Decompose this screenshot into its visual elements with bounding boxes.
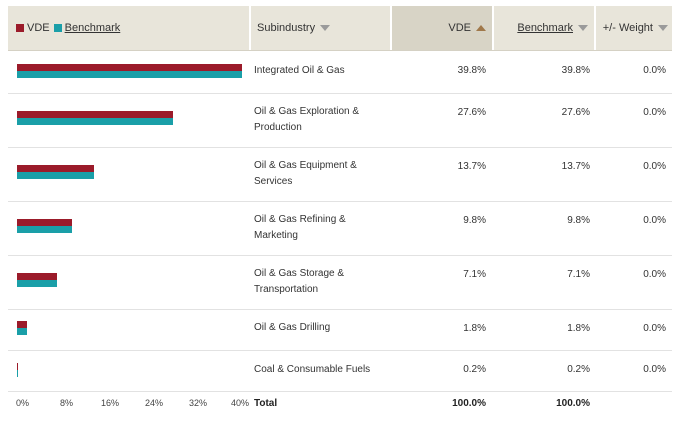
subindustry-name: Oil & Gas Exploration & Production	[254, 106, 360, 133]
benchmark-bar	[17, 226, 73, 233]
benchmark-bar	[17, 280, 58, 287]
benchmark-value: 0.2%	[567, 364, 590, 375]
subindustry-name: Coal & Consumable Fuels	[254, 364, 371, 375]
benchmark-value: 27.6%	[561, 107, 590, 118]
vde-value: 0.2%	[463, 364, 486, 375]
vde-header[interactable]: VDE	[392, 6, 492, 50]
vde-header-label[interactable]: VDE	[448, 22, 471, 34]
vde-value: 7.1%	[463, 269, 486, 280]
vde-swatch-icon	[16, 24, 24, 32]
axis-tick-label: 8%	[60, 398, 74, 408]
header-divider	[390, 6, 392, 50]
vde-bar	[17, 219, 73, 226]
subindustry-name: Integrated Oil & Gas	[254, 65, 345, 76]
benchmark-bar	[17, 118, 173, 125]
legend-benchmark[interactable]: Benchmark	[53, 22, 121, 34]
sort-up-icon[interactable]	[476, 25, 486, 31]
vde-bar	[17, 273, 58, 280]
vde-value: 1.8%	[463, 323, 486, 334]
axis-tick-label: 16%	[101, 398, 120, 408]
total-benchmark-value: 100.0%	[556, 398, 590, 409]
table-row: Oil & Gas Exploration & Production 27.6%…	[8, 94, 672, 148]
benchmark-swatch-icon	[53, 24, 62, 32]
chart-legend: VDE Benchmark	[16, 6, 124, 50]
benchmark-header-label[interactable]: Benchmark	[517, 22, 573, 34]
vde-value: 9.8%	[463, 215, 486, 226]
weight-value: 0.0%	[643, 364, 666, 375]
benchmark-value: 9.8%	[567, 215, 590, 226]
vde-value: 13.7%	[457, 161, 486, 172]
benchmark-value: 13.7%	[561, 161, 590, 172]
weight-value: 0.0%	[643, 161, 666, 172]
benchmark-value: 1.8%	[567, 323, 590, 334]
axis-tick-label: 32%	[189, 398, 208, 408]
benchmark-value: 39.8%	[561, 65, 590, 76]
header-divider	[249, 6, 251, 50]
subindustry-name: Oil & Gas Refining & Marketing	[254, 214, 346, 241]
sort-down-icon[interactable]	[320, 25, 331, 31]
vde-bar	[17, 321, 28, 328]
header-divider	[594, 6, 596, 50]
sort-down-icon[interactable]	[658, 25, 668, 31]
axis-tick-label: 24%	[145, 398, 164, 408]
table-row: Coal & Consumable Fuels 0.2% 0.2% 0.0%	[8, 351, 672, 392]
weight-header[interactable]: +/- Weight	[600, 6, 670, 50]
subindustry-header[interactable]: Subindustry	[257, 6, 331, 50]
axis-tick-label: 40%	[231, 398, 250, 408]
sort-down-icon[interactable]	[578, 25, 588, 31]
table-header: VDE Benchmark Subindustry VDE Benchmark …	[8, 6, 672, 51]
benchmark-bar	[17, 370, 19, 377]
vde-bar	[17, 64, 242, 71]
benchmark-bar	[17, 172, 95, 179]
benchmark-value: 7.1%	[567, 269, 590, 280]
subindustry-name: Oil & Gas Equipment & Services	[254, 160, 357, 187]
subindustry-header-label[interactable]: Subindustry	[257, 22, 316, 34]
benchmark-header[interactable]: Benchmark	[494, 6, 594, 50]
table-row: Integrated Oil & Gas 39.8% 39.8% 0.0%	[8, 51, 672, 94]
vde-bar	[17, 363, 19, 370]
vde-value: 39.8%	[457, 65, 486, 76]
table-row: Oil & Gas Refining & Marketing 9.8% 9.8%…	[8, 202, 672, 256]
axis-tick-label: 0%	[16, 398, 30, 408]
weight-value: 0.0%	[643, 323, 666, 334]
weight-value: 0.0%	[643, 215, 666, 226]
table-row: Oil & Gas Storage & Transportation 7.1% …	[8, 256, 672, 310]
legend-vde: VDE	[16, 22, 50, 34]
legend-benchmark-label[interactable]: Benchmark	[64, 22, 121, 34]
header-divider	[492, 6, 494, 50]
table-row: Oil & Gas Equipment & Services 13.7% 13.…	[8, 148, 672, 202]
vde-bar	[17, 165, 95, 172]
total-vde-value: 100.0%	[452, 398, 486, 409]
vde-value: 27.6%	[457, 107, 486, 118]
subindustry-name: Oil & Gas Drilling	[254, 322, 331, 333]
benchmark-bar	[17, 328, 28, 335]
weight-value: 0.0%	[643, 269, 666, 280]
weight-value: 0.0%	[643, 107, 666, 118]
legend-vde-label: VDE	[27, 22, 50, 34]
weight-value: 0.0%	[643, 65, 666, 76]
vde-bar	[17, 111, 173, 118]
table-row: Oil & Gas Drilling 1.8% 1.8% 0.0%	[8, 310, 672, 351]
benchmark-bar	[17, 71, 242, 78]
total-label: Total	[254, 398, 278, 409]
weight-header-label[interactable]: +/- Weight	[602, 22, 653, 34]
subindustry-name: Oil & Gas Storage & Transportation	[254, 268, 345, 295]
